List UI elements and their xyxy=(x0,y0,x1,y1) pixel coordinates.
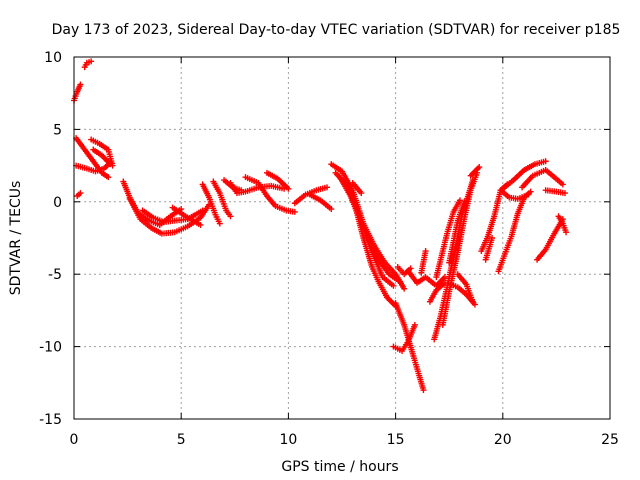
y-tick-label: -15 xyxy=(39,412,62,428)
x-tick-label: 25 xyxy=(601,432,619,448)
x-tick-label: 15 xyxy=(387,432,405,448)
data-point xyxy=(227,213,234,220)
data-point xyxy=(420,387,427,394)
data-point xyxy=(285,185,292,192)
data-point xyxy=(105,174,112,181)
data-point xyxy=(323,184,330,191)
x-tick-label: 5 xyxy=(177,432,186,448)
data-point xyxy=(422,248,429,255)
data-point xyxy=(216,220,223,227)
data-point xyxy=(199,207,206,214)
data-point xyxy=(542,158,549,165)
x-tick-label: 0 xyxy=(70,432,79,448)
data-point xyxy=(77,81,84,88)
data-point xyxy=(401,285,408,292)
data-point xyxy=(563,229,570,236)
plot-frame xyxy=(73,56,611,420)
data-point xyxy=(291,208,298,215)
y-tick-label: 0 xyxy=(53,195,62,211)
data-point xyxy=(489,235,496,241)
data-point xyxy=(469,298,476,305)
data-point xyxy=(238,187,245,194)
y-axis-label: SDTVAR / TECUs xyxy=(8,181,24,296)
data-points xyxy=(71,58,570,394)
data-point xyxy=(525,191,532,198)
data-point xyxy=(358,190,365,197)
y-tick-label: 10 xyxy=(44,50,62,66)
data-point xyxy=(456,197,463,204)
data-point xyxy=(411,321,418,328)
data-point xyxy=(88,58,95,65)
x-axis-label: GPS time / hours xyxy=(281,459,398,475)
y-tick-label: -10 xyxy=(39,340,62,356)
data-point xyxy=(396,278,403,285)
data-point xyxy=(561,190,568,197)
data-point xyxy=(476,164,483,171)
data-point xyxy=(107,161,114,168)
data-point xyxy=(559,181,566,188)
data-point xyxy=(197,221,204,228)
data-point xyxy=(77,190,84,197)
data-point xyxy=(328,206,335,213)
y-tick-label: 5 xyxy=(53,122,62,138)
data-point xyxy=(390,282,397,289)
y-tick-label: -5 xyxy=(48,267,62,283)
x-axis-ticks: 0 5 10 15 20 25 xyxy=(70,57,619,448)
gridlines xyxy=(74,57,610,419)
x-tick-label: 10 xyxy=(279,432,297,448)
chart-title: Day 173 of 2023, Sidereal Day-to-day VTE… xyxy=(52,22,621,38)
data-point xyxy=(461,198,468,205)
y-axis-ticks: -15 -10 -5 0 5 10 xyxy=(39,50,610,428)
x-tick-label: 20 xyxy=(494,432,512,448)
